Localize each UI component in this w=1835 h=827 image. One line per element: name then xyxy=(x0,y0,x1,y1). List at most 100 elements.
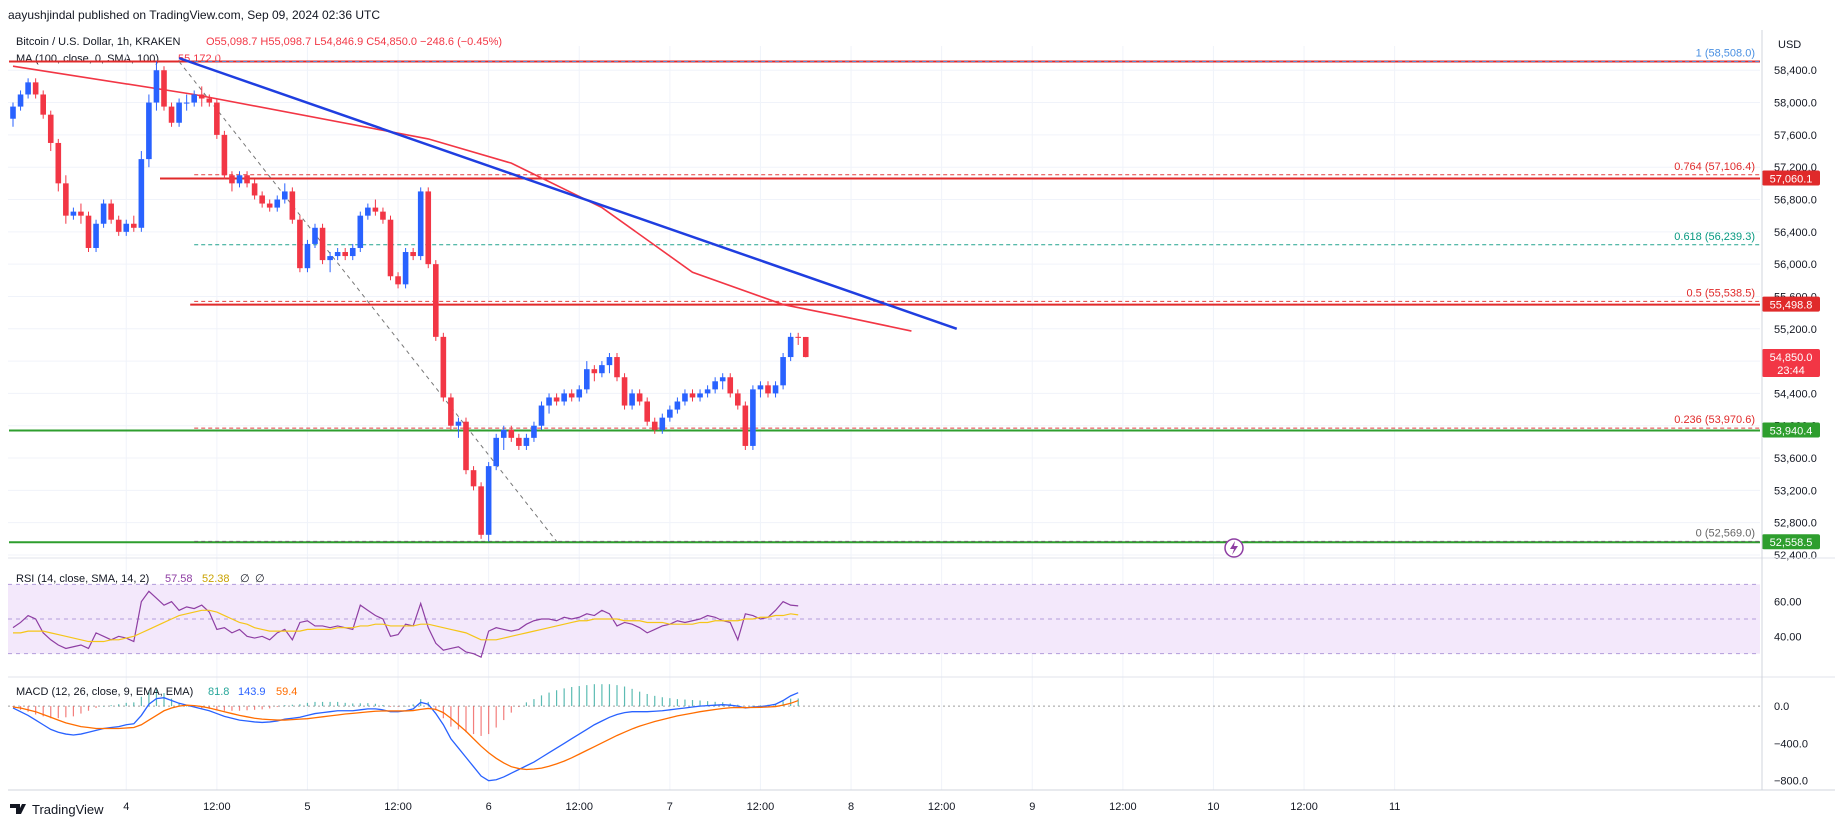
candle-body xyxy=(334,252,341,257)
y-tick-label: 54,400.0 xyxy=(1774,388,1817,400)
candle-body xyxy=(32,82,39,95)
rsi-pane: 40.00 60.00 xyxy=(8,557,1835,658)
fib-level-label: 0.764 (57,106.4) xyxy=(1674,161,1755,173)
macd-histogram-bar xyxy=(72,706,74,717)
macd-histogram-bar xyxy=(752,705,754,707)
candle-body xyxy=(727,377,734,394)
rsi-line xyxy=(12,590,799,658)
macd-histogram-bar xyxy=(639,691,641,707)
candle-body xyxy=(674,401,681,410)
price-badge xyxy=(1762,170,1820,186)
candle-body xyxy=(198,94,205,99)
x-tick-label: 12:00 xyxy=(565,801,593,813)
candle-body xyxy=(576,389,583,398)
ohlc-readout: O55,098.7 H55,098.7 L54,846.9 C54,850.0 … xyxy=(206,36,502,48)
x-tick-label: 12:00 xyxy=(384,801,412,813)
macd-y-tick-label: −400.0 xyxy=(1774,738,1808,750)
macd-histogram-bar xyxy=(684,699,686,707)
candle-body xyxy=(735,393,741,406)
macd-histogram-bar xyxy=(269,706,271,709)
y-tick-label: 56,800.0 xyxy=(1774,195,1817,207)
candle-body xyxy=(93,223,99,248)
candle-body xyxy=(161,70,167,107)
ma-100-line xyxy=(12,65,912,332)
macd-histogram-bar xyxy=(472,706,475,735)
candle-body xyxy=(719,377,726,382)
candle-body xyxy=(236,175,243,184)
candle-body xyxy=(561,393,567,402)
macd-histogram-bar xyxy=(480,706,482,736)
candle-body xyxy=(380,211,386,220)
candle-body xyxy=(599,365,605,374)
currency-label[interactable]: USD xyxy=(1778,39,1801,51)
x-tick-label: 12:00 xyxy=(928,801,956,813)
candle-body xyxy=(229,175,235,184)
candle-body xyxy=(342,252,348,257)
macd-histogram-bar xyxy=(133,702,135,707)
macd-histogram-bar xyxy=(389,706,392,707)
y-tick-label: 53,600.0 xyxy=(1774,453,1817,465)
bearish-trend-line[interactable] xyxy=(178,56,958,330)
macd-histogram-bar xyxy=(616,685,618,707)
candle-body xyxy=(25,82,31,95)
macd-histogram-bar xyxy=(578,686,580,707)
candle-body xyxy=(365,207,371,216)
macd-histogram-bar xyxy=(314,701,316,707)
price-badge-label: 55,498.8 xyxy=(1770,300,1813,312)
macd-histogram-bar xyxy=(57,706,59,719)
price-badge xyxy=(1762,422,1820,438)
macd-histogram-bar xyxy=(118,704,120,707)
macd-histogram-bar xyxy=(707,701,709,707)
candle-body xyxy=(108,203,114,220)
candle-body xyxy=(40,94,46,115)
candle-body xyxy=(274,199,281,208)
macd-histogram-bar xyxy=(465,706,467,733)
fib-level-label: 0.618 (56,239.3) xyxy=(1674,231,1755,243)
macd-histogram-bar xyxy=(533,699,535,707)
candle-body xyxy=(667,409,673,418)
candle-body xyxy=(493,437,499,467)
macd-histogram-bar xyxy=(586,685,588,707)
macd-histogram-bar xyxy=(623,686,626,707)
candle-body xyxy=(689,393,696,398)
macd-title: MACD (12, 26, close, 9, EMA, EMA) xyxy=(16,686,193,698)
price-pane: 52,400.052,800.053,200.053,600.054,000.0… xyxy=(8,46,1820,790)
event-marker[interactable] xyxy=(1224,538,1244,558)
price-badge-countdown: 23:44 xyxy=(1777,365,1805,377)
candle-body xyxy=(704,389,711,394)
macd-histogram-bar xyxy=(495,706,497,728)
candle-body xyxy=(214,102,220,135)
macd-histogram-bar xyxy=(563,688,565,707)
candle-body xyxy=(757,385,764,390)
candle-body xyxy=(591,369,598,374)
macd-histogram-bar xyxy=(299,704,301,707)
price-badge xyxy=(1762,296,1820,312)
tradingview-logo-icon xyxy=(10,804,26,814)
candle-body xyxy=(523,437,530,446)
candle-body xyxy=(417,191,424,257)
rsi-y-tick-label: 60.00 xyxy=(1774,597,1802,609)
candle-body xyxy=(712,381,718,390)
macd-histogram-bar xyxy=(661,697,663,707)
candle-body xyxy=(410,252,416,257)
macd-histogram-bar xyxy=(790,698,792,707)
macd-histogram-bar xyxy=(352,703,354,707)
x-tick-label: 8 xyxy=(848,801,854,813)
macd-histogram-bar xyxy=(397,706,399,707)
candle-body xyxy=(425,191,432,265)
macd-histogram-bar xyxy=(488,706,490,735)
macd-histogram-bar xyxy=(571,686,573,707)
x-tick-label: 9 xyxy=(1029,801,1035,813)
macd-histogram-bar xyxy=(337,701,339,707)
macd-histogram-bar xyxy=(782,701,784,707)
macd-pane: 0.0 −400.0 −800.0 xyxy=(8,676,1835,788)
macd-histogram-bar xyxy=(601,684,603,707)
macd-histogram-bar xyxy=(163,693,165,707)
candle-body xyxy=(516,437,522,446)
macd-histogram-bar xyxy=(238,706,241,711)
candle-body xyxy=(742,405,749,446)
macd-histogram-bar xyxy=(261,706,263,710)
macd-histogram-bar xyxy=(284,705,286,707)
rsi-y-tick-label: 40.00 xyxy=(1774,631,1802,643)
